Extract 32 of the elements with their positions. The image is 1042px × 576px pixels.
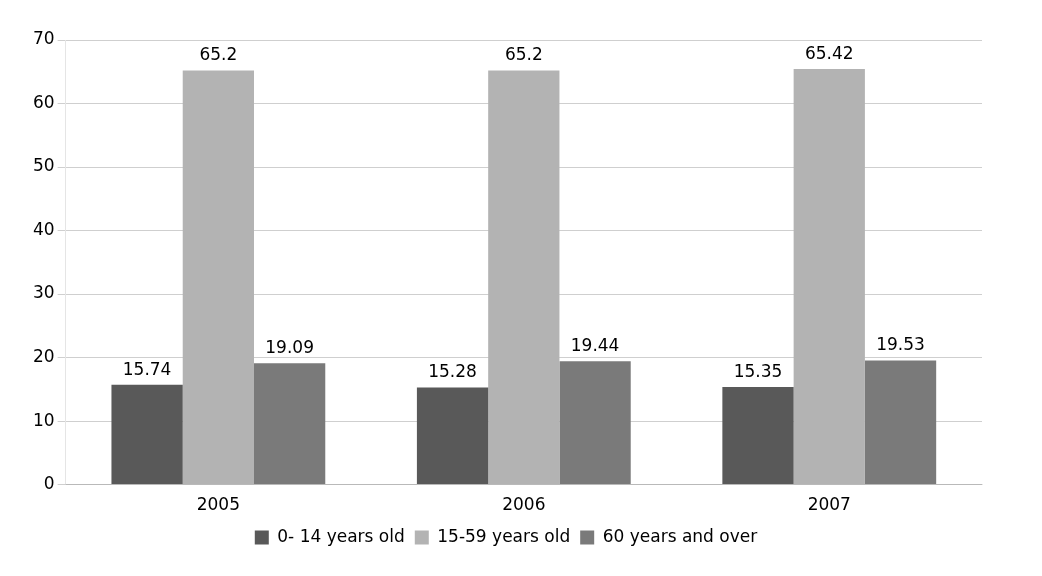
legend-label: 15-59 years old [437,525,571,546]
y-tick-label: 0 [43,473,55,494]
y-tick-label: 20 [32,345,55,366]
y-tick-label: 40 [32,218,55,239]
bar [488,70,560,485]
bar [722,387,794,485]
legend-label: 60 years and over [602,525,758,546]
data-label: 19.53 [876,334,925,355]
y-tick-label: 60 [32,91,55,112]
bar [793,69,865,485]
y-tick-label: 10 [32,409,55,430]
bar [182,70,254,485]
bar [254,363,326,485]
data-label: 15.74 [122,358,172,379]
data-label: 15.35 [733,361,783,382]
bar [559,361,631,485]
data-label: 19.09 [265,337,314,358]
y-tick-label: 70 [32,28,55,49]
bar [416,387,489,485]
x-tick-label: 2007 [807,494,851,515]
legend-label: 0- 14 years old [277,525,405,546]
x-tick-label: 2005 [196,494,240,515]
y-tick-label: 50 [32,155,55,176]
data-label: 15.28 [428,361,477,382]
data-label: 65.2 [504,44,543,65]
data-label: 19.44 [570,335,620,356]
data-label: 65.42 [804,43,854,64]
data-label: 65.2 [199,44,238,65]
y-tick-label: 30 [32,282,55,303]
bar [111,384,183,485]
bar [864,360,937,485]
x-tick-label: 2006 [502,494,546,515]
